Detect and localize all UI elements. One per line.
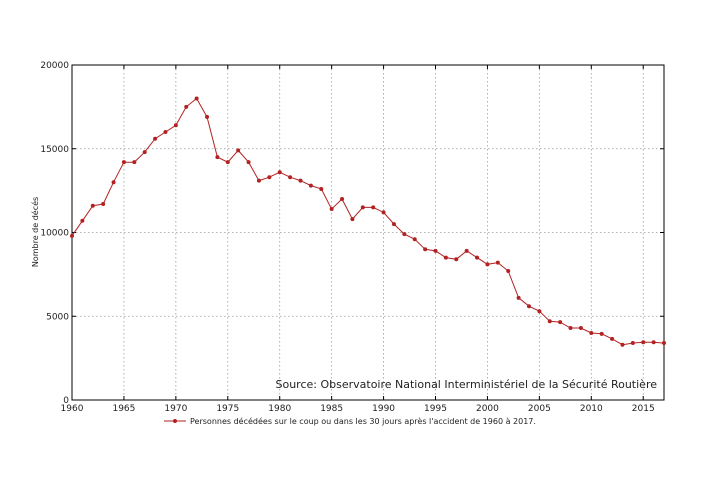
data-point: [610, 336, 615, 341]
data-point: [371, 205, 376, 210]
data-point: [194, 96, 199, 101]
y-tick-label: 0: [63, 396, 69, 406]
data-point: [454, 257, 459, 262]
data-point: [101, 202, 106, 207]
y-axis: 0 5000 10000 15000 20000: [40, 61, 664, 406]
source-annotation: Source: Observatoire National Interminis…: [275, 378, 657, 391]
data-point: [506, 269, 511, 274]
y-axis-label: Nombre de décés: [30, 197, 40, 267]
data-point: [433, 248, 438, 253]
data-point: [578, 325, 583, 330]
data-point: [111, 180, 116, 185]
data-point: [423, 247, 428, 252]
data-point: [288, 175, 293, 180]
data-point: [80, 218, 85, 223]
data-point: [121, 160, 126, 165]
data-point: [651, 340, 656, 345]
data-point: [205, 114, 210, 119]
data-point: [391, 222, 396, 227]
data-point: [558, 320, 563, 325]
x-tick-label: 2015: [632, 404, 655, 414]
data-point: [443, 255, 448, 260]
data-point: [246, 160, 251, 165]
x-tick-label: 2000: [476, 404, 499, 414]
x-tick-label: 1990: [372, 404, 395, 414]
data-point: [630, 341, 635, 346]
data-point: [412, 237, 417, 242]
data-point: [464, 248, 469, 253]
data-point: [225, 160, 230, 165]
data-point: [184, 104, 189, 109]
data-point: [132, 160, 137, 165]
y-tick-label: 15000: [40, 145, 69, 155]
x-tick-label: 1980: [268, 404, 291, 414]
data-point: [90, 203, 95, 208]
x-tick-label: 2005: [528, 404, 551, 414]
series-points: [70, 96, 666, 347]
data-point: [236, 148, 241, 153]
data-point: [599, 331, 604, 336]
data-point: [350, 217, 355, 222]
data-point: [547, 319, 552, 324]
y-tick-label: 20000: [40, 61, 69, 71]
data-point: [153, 136, 158, 141]
data-point: [329, 207, 334, 212]
x-tick-label: 2010: [580, 404, 603, 414]
x-tick-label: 1995: [424, 404, 447, 414]
x-tick-label: 1965: [112, 404, 135, 414]
data-point: [537, 309, 542, 314]
data-point: [526, 304, 531, 309]
legend: Personnes décédées sur le coup ou dans l…: [164, 416, 536, 426]
data-point: [340, 197, 345, 201]
series-line: [71, 97, 665, 346]
data-point: [589, 331, 594, 335]
data-point: [163, 130, 168, 134]
data-point: [402, 232, 407, 237]
data-point: [641, 340, 646, 345]
data-point: [495, 260, 500, 265]
x-tick-label: 1970: [164, 404, 187, 414]
legend-label: Personnes décédées sur le coup ou dans l…: [190, 416, 536, 426]
data-point: [568, 325, 573, 330]
data-point: [256, 178, 261, 183]
x-tick-label: 1960: [61, 404, 84, 414]
data-point: [662, 341, 666, 346]
data-point: [215, 155, 220, 160]
data-point: [267, 175, 272, 180]
data-point: [516, 295, 521, 300]
data-point: [142, 150, 147, 155]
data-point: [277, 170, 282, 175]
x-axis: 1960 1965 1970 1975 1980 1985 1990 1995 2000 2005…: [61, 65, 655, 414]
data-point: [485, 262, 490, 267]
grid-layer: [72, 65, 664, 400]
x-tick-label: 1985: [320, 404, 343, 414]
y-tick-label: 5000: [46, 312, 69, 322]
data-point: [360, 205, 365, 210]
data-point: [475, 255, 480, 260]
data-point: [298, 178, 303, 183]
data-point: [319, 186, 324, 191]
data-point: [308, 183, 313, 188]
x-tick-label: 1975: [216, 404, 239, 414]
data-point: [620, 342, 625, 347]
data-point: [381, 210, 386, 215]
data-point: [70, 233, 74, 238]
data-point: [173, 123, 178, 128]
legend-marker: [173, 419, 177, 423]
y-tick-label: 10000: [40, 229, 69, 239]
